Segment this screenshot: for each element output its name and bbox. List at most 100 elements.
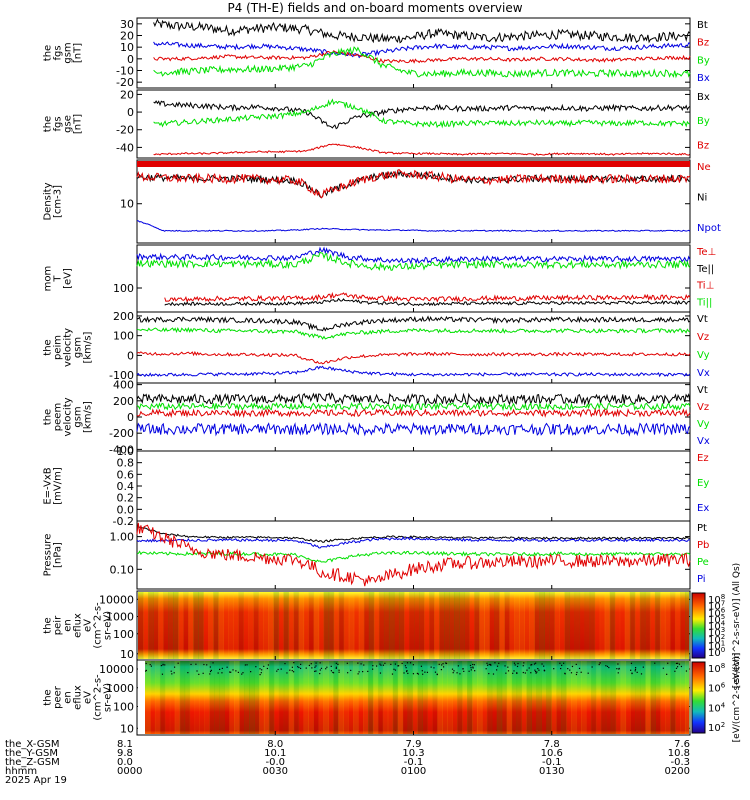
spectrogram-strip: [323, 661, 329, 734]
spectrogram-strip: [268, 592, 274, 659]
spectrogram-strip: [511, 661, 518, 734]
spectrogram-strip: [620, 661, 627, 734]
speckle: [534, 670, 537, 673]
speckle: [241, 673, 243, 675]
spectrogram-strip: [665, 661, 671, 734]
speckle: [394, 663, 397, 665]
spectrogram-strip: [595, 661, 602, 734]
y-tick-label: 20: [120, 88, 134, 101]
spectrogram-strip: [333, 592, 340, 659]
spectrogram-strip: [273, 592, 280, 659]
speckle: [420, 665, 423, 667]
speckle: [394, 669, 397, 671]
y-tick-label: 1.0: [117, 445, 135, 458]
speckle: [618, 668, 620, 670]
spectrogram-strip: [624, 592, 631, 659]
series-vx: [136, 365, 691, 378]
panel-8: Pressure[nPa] 1.00 0.10: [43, 520, 691, 590]
spectrogram-strip: [674, 592, 681, 659]
spectrogram-strip: [635, 661, 641, 734]
speckle: [209, 666, 211, 668]
y-tick-label: 10000: [99, 593, 134, 606]
panel-frame: [136, 382, 691, 452]
date-label: 2025 Apr 19: [5, 775, 67, 786]
speckle: [605, 665, 607, 667]
spectrogram-strip: [541, 661, 547, 734]
colorbar-exponent: 8: [721, 662, 725, 670]
panel-frame: [136, 244, 691, 313]
spectrogram-strip: [660, 661, 666, 734]
speckle: [685, 670, 688, 672]
speckle: [320, 667, 323, 669]
speckle: [338, 669, 340, 671]
y-tick-label: 0: [127, 53, 134, 66]
spectrogram-strip: [397, 661, 404, 734]
spectrogram-strip: [544, 592, 550, 659]
spectrogram-strip: [153, 592, 159, 659]
spectrogram-strip: [249, 661, 255, 734]
colorbar-exponent: 6: [721, 606, 726, 614]
speckle: [570, 672, 573, 674]
speckle: [210, 669, 212, 671]
speckle: [330, 665, 332, 667]
x-row-value: 0200: [665, 766, 690, 777]
speckle: [277, 668, 279, 671]
y-label-line: gsm: [73, 337, 84, 358]
spectrogram-strip: [429, 592, 435, 659]
speckle: [485, 668, 487, 670]
speckle: [578, 667, 581, 670]
y-axis-label: thepeimvelocitygsm[km/s]: [43, 328, 94, 367]
speckle: [375, 665, 378, 667]
spectrogram-strip: [581, 661, 587, 734]
colorbar-tick: 100: [708, 646, 725, 659]
speckle: [678, 663, 681, 665]
y-label-line: [cm-3]: [53, 185, 64, 218]
speckle: [587, 672, 589, 674]
spectrogram-strip: [664, 592, 671, 659]
x-row-label: the_X-GSM: [5, 739, 59, 750]
x-row-value: 10.6: [541, 748, 563, 759]
legend-vz: Vz: [697, 402, 709, 413]
spectrogram-strip: [244, 661, 250, 734]
spectrogram-strip: [402, 661, 409, 734]
speckle: [496, 669, 498, 671]
colorbar-label: [eV/(cm^2-s-sr-eV)] (All Qs): [732, 563, 742, 688]
colorbar-tick: 108: [708, 662, 725, 675]
spectrogram-strip: [368, 592, 375, 659]
series-vz: [136, 407, 691, 419]
spectrogram-strip: [524, 592, 530, 659]
speckle: [524, 672, 526, 674]
x-row-value: 0130: [539, 766, 564, 777]
spectrogram-strip: [670, 661, 676, 734]
spectrogram-strip: [194, 661, 200, 734]
spectrogram-strip: [229, 661, 235, 734]
speckle: [675, 667, 678, 669]
speckle: [528, 667, 530, 669]
speckle: [463, 670, 465, 672]
speckle: [391, 673, 394, 675]
x-row-value: 0100: [401, 766, 426, 777]
speckle: [507, 670, 510, 672]
spectrogram-strip: [243, 592, 249, 659]
y-tick-label: -200: [109, 427, 134, 440]
x-row-value: 7.9: [406, 739, 422, 750]
speckle: [676, 666, 679, 668]
spectrogram-strip: [509, 592, 515, 659]
speckle: [516, 665, 519, 668]
spectrogram-strip: [318, 661, 324, 734]
legend-ey: Ey: [697, 478, 709, 489]
spectrogram-strip: [403, 592, 410, 659]
speckle: [160, 664, 162, 667]
speckle: [412, 664, 414, 666]
series-vz: [136, 350, 691, 365]
legend-ex: Ex: [697, 503, 709, 514]
speckle: [198, 673, 200, 675]
spectrogram-strip: [464, 592, 470, 659]
speckle: [472, 666, 474, 668]
speckle: [266, 667, 269, 670]
spectrogram-strip: [204, 661, 210, 734]
speckle: [190, 663, 192, 666]
spectrogram-strip: [514, 592, 520, 659]
spectrogram-strip: [214, 661, 220, 734]
